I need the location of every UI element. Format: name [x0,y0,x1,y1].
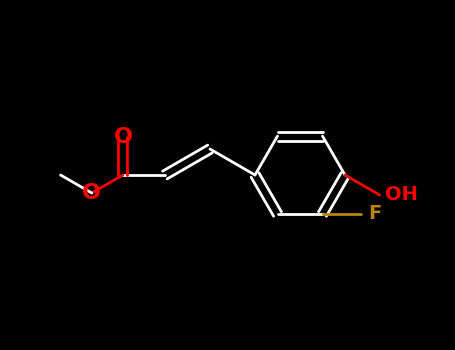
Text: F: F [369,204,382,223]
Text: OH: OH [384,186,418,204]
Text: O: O [113,127,132,147]
Text: O: O [82,183,101,203]
